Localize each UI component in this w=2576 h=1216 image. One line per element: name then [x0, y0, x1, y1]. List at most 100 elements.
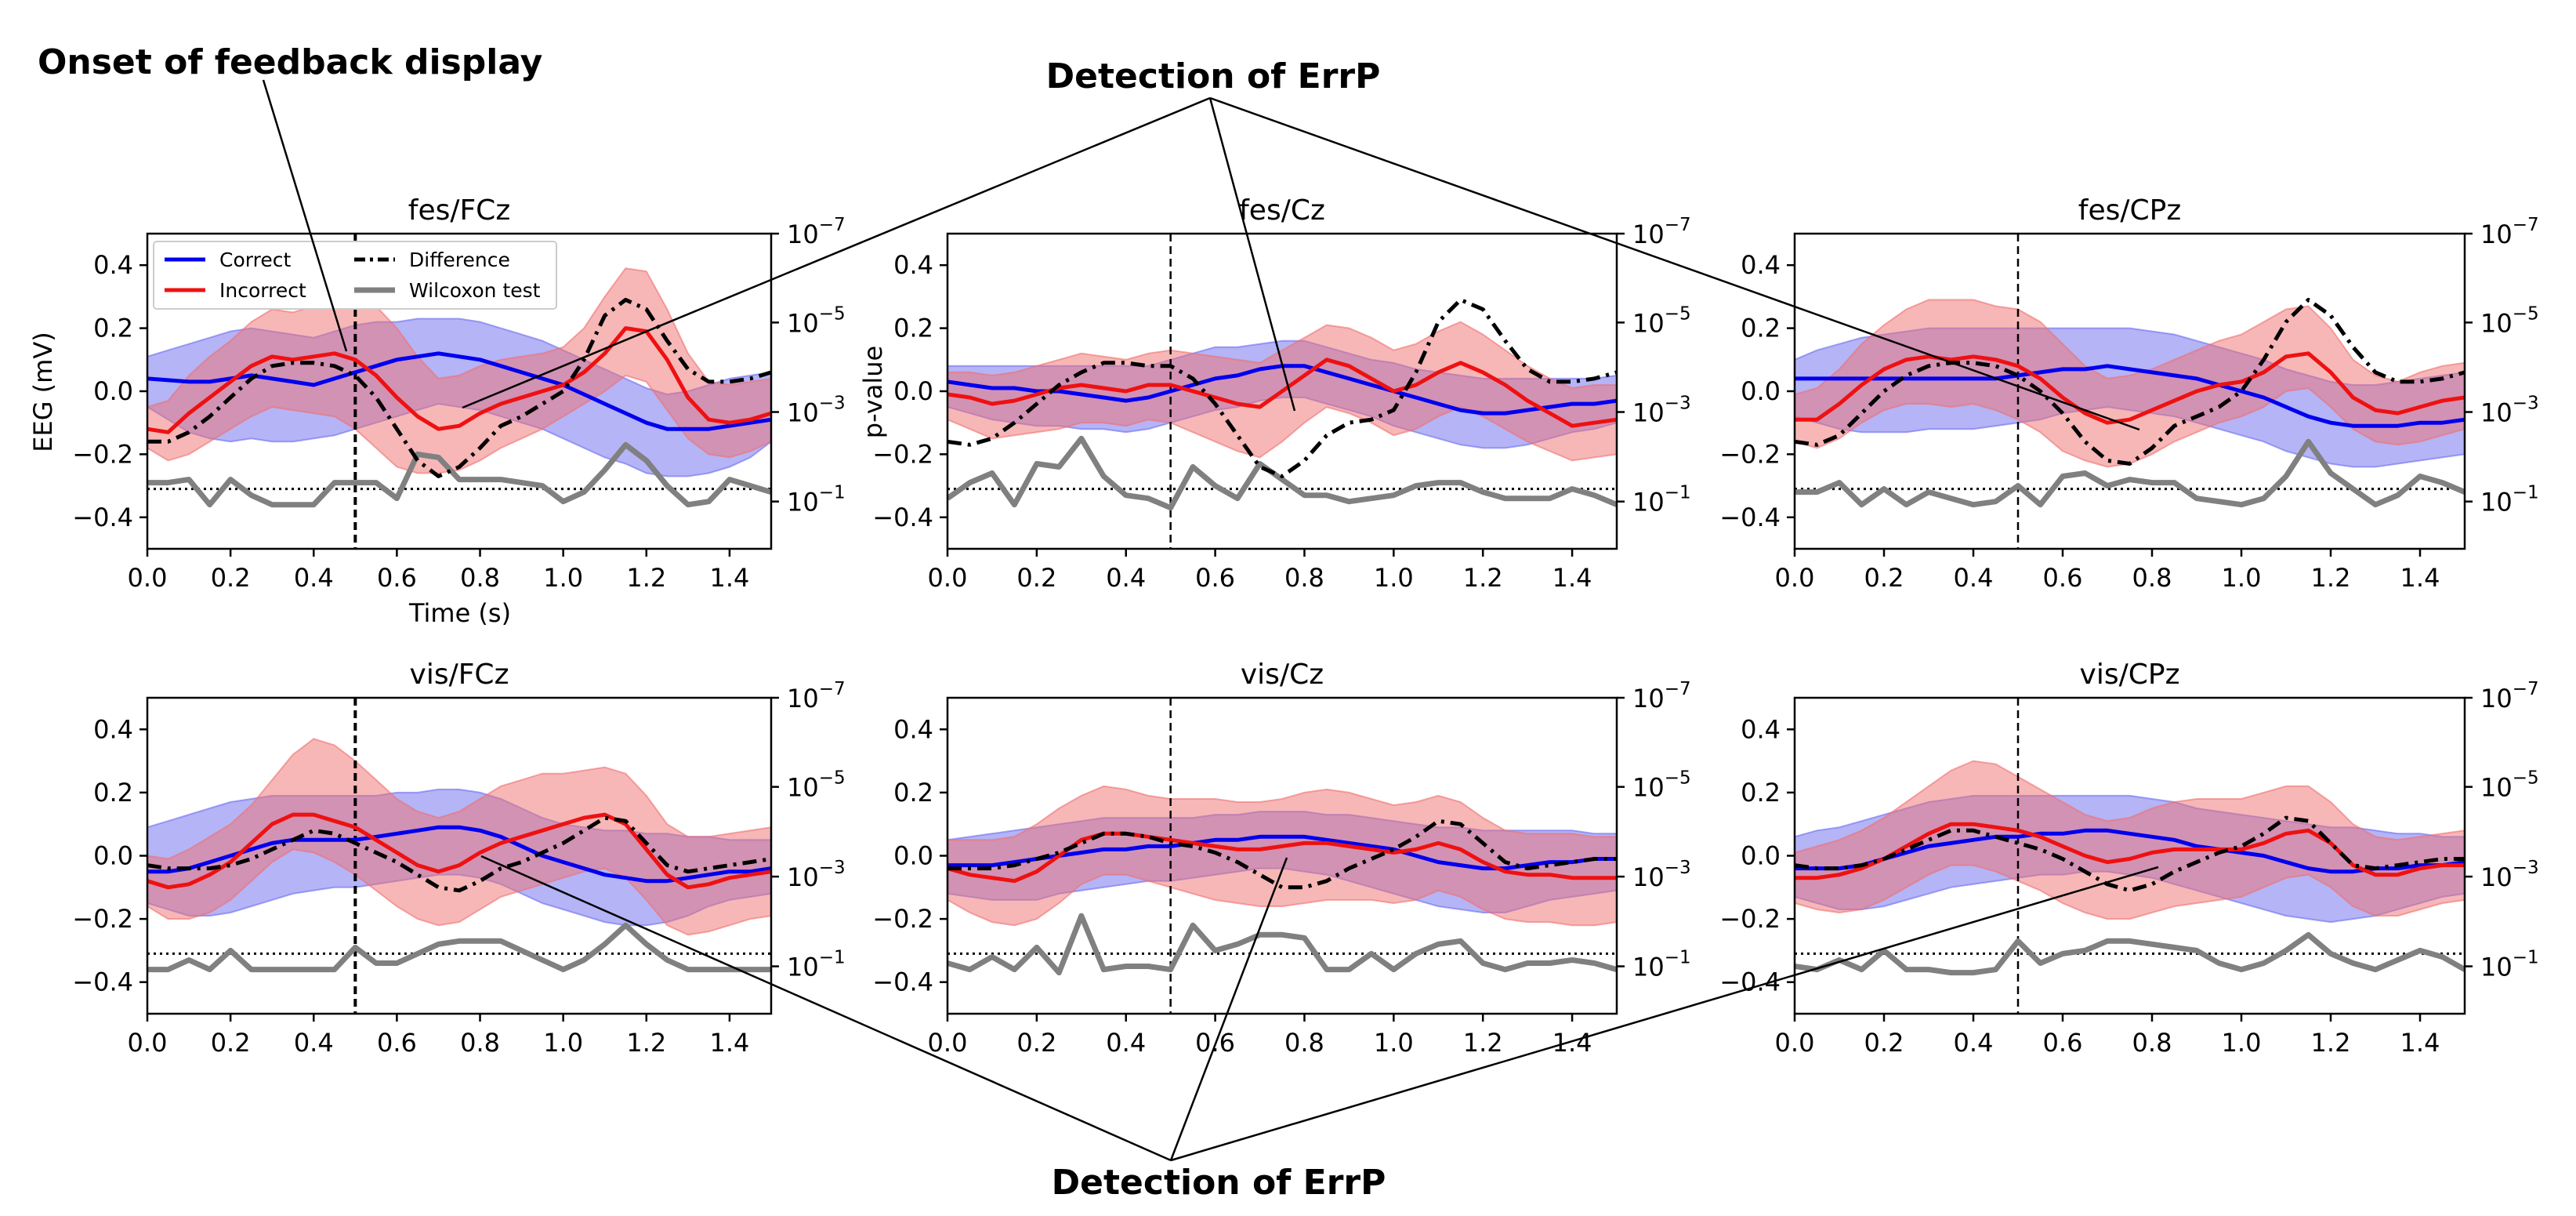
y-tick-label: 0.0	[893, 376, 933, 406]
y-tick-label: −0.4	[872, 503, 933, 532]
x-tick-label: 1.4	[1552, 1028, 1592, 1058]
y-tick-label: 0.4	[1741, 714, 1781, 744]
y-tick-label: −0.2	[1719, 904, 1781, 934]
panel-title: vis/FCz	[410, 659, 509, 691]
y-tick-label: −0.4	[72, 967, 133, 997]
annotation-errp-bottom: Detection of ErrP	[1052, 1163, 1386, 1203]
incorrect-band	[1795, 299, 2465, 468]
x-tick-label: 0.4	[294, 1028, 334, 1058]
x-tick-label: 0.0	[128, 563, 168, 593]
x-tick-label: 0.4	[1954, 563, 1994, 593]
incorrect-band	[1795, 760, 2465, 920]
p-tick-label: 10−3	[787, 858, 846, 892]
y-tick-label: 0.0	[893, 841, 933, 871]
incorrect-line	[1795, 351, 2465, 425]
x-tick-label: 1.4	[2400, 563, 2440, 593]
y-tick-label: 0.2	[93, 778, 133, 808]
x-tick-label: 0.4	[1106, 1028, 1146, 1058]
panel-title: fes/FCz	[408, 194, 510, 227]
incorrect-band	[947, 785, 1617, 927]
p-tick-label: 10−7	[2480, 215, 2539, 249]
y-tick-label: 0.2	[893, 778, 933, 808]
y-tick-label: −0.2	[872, 439, 933, 469]
y-tick-label: 0.2	[1741, 778, 1781, 808]
x-tick-label: 1.0	[1374, 563, 1414, 593]
x-tick-label: 1.0	[543, 563, 583, 593]
p-tick-label: 10−3	[2480, 858, 2539, 892]
x-tick-label: 1.2	[626, 563, 666, 593]
wilcoxon-line	[1795, 438, 2465, 508]
x-tick-label: 1.0	[1374, 1028, 1414, 1058]
x-tick-label: 0.4	[294, 563, 334, 593]
panel-title: vis/Cz	[1241, 659, 1324, 691]
p-tick-label: 10−5	[787, 768, 846, 803]
p-tick-label: 10−3	[1632, 858, 1691, 892]
x-tick-label: 0.8	[1284, 1028, 1324, 1058]
x-tick-label: 1.2	[1463, 1028, 1503, 1058]
y-axis-label-right: p-value	[858, 346, 888, 438]
x-tick-label: 0.6	[377, 563, 417, 593]
x-tick-label: 1.4	[1552, 563, 1592, 593]
y-tick-label: −0.4	[1719, 503, 1781, 532]
incorrect-line	[1795, 822, 2465, 880]
legend-box	[153, 241, 557, 310]
y-tick-label: −0.2	[1719, 439, 1781, 469]
x-tick-label: 1.2	[2311, 1028, 2351, 1058]
x-tick-label: 0.2	[1864, 563, 1904, 593]
y-tick-label: 0.0	[93, 376, 133, 406]
annotations: Onset of feedback display Detection of E…	[38, 42, 2159, 1203]
panel-title: fes/Cz	[1239, 194, 1325, 227]
y-tick-label: −0.2	[872, 904, 933, 934]
y-tick-label: 0.4	[893, 714, 933, 744]
difference-line	[947, 297, 1617, 478]
p-tick-label: 10−7	[1632, 679, 1691, 713]
p-tick-label: 10−7	[787, 215, 846, 249]
incorrect-band	[147, 738, 771, 936]
x-tick-label: 0.2	[211, 563, 251, 593]
p-tick-label: 10−1	[2480, 948, 2539, 982]
y-tick-label: 0.0	[1741, 376, 1781, 406]
panel-vis-cz: vis/Cz0.00.20.40.60.81.01.21.4−0.4−0.20.…	[872, 659, 1690, 1058]
p-tick-label: 10−5	[2480, 768, 2539, 803]
wilcoxon-line	[947, 913, 1617, 976]
errp-bottom-pointer-cz	[1169, 857, 1288, 1161]
x-tick-label: 1.0	[2222, 1028, 2262, 1058]
p-tick-label: 10−1	[787, 948, 846, 982]
correct-line	[147, 825, 771, 884]
y-tick-label: −0.2	[72, 904, 133, 934]
x-tick-label: 1.0	[543, 1028, 583, 1058]
legend-label-difference: Difference	[409, 249, 510, 271]
difference-line	[147, 297, 771, 478]
p-tick-label: 10−3	[1632, 394, 1691, 428]
x-tick-label: 1.4	[709, 1028, 749, 1058]
y-tick-label: −0.4	[872, 967, 933, 997]
x-tick-label: 0.8	[1284, 563, 1324, 593]
x-tick-label: 0.4	[1106, 563, 1146, 593]
x-tick-label: 0.6	[2043, 563, 2083, 593]
legend-label-correct: Correct	[219, 249, 291, 271]
legend-label-incorrect: Incorrect	[219, 279, 306, 302]
x-tick-label: 0.2	[1016, 1028, 1056, 1058]
x-tick-label: 0.6	[1195, 563, 1235, 593]
p-tick-label: 10−3	[2480, 394, 2539, 428]
panels-group: fes/FCz 0.0 0.2 0.4 0.6 0.8 1.0 1.2 1.4 −0.4 −0.2 0…	[72, 194, 2538, 1058]
correct-line	[1795, 364, 2465, 428]
wilcoxon-line	[947, 435, 1617, 511]
y-tick-label: −0.2	[72, 439, 133, 469]
x-tick-label: 0.2	[211, 1028, 251, 1058]
x-tick-label: 0.4	[1954, 1028, 1994, 1058]
x-tick-label: 1.2	[626, 1028, 666, 1058]
p-tick-label: 10−1	[2480, 483, 2539, 517]
errp-bottom-pointer-fcz	[480, 855, 1172, 1162]
panel-fes-cz: fes/Cz 0.0 0.2 0.4 0.6 0.8 1.0 1.2 1.4 −0.4 −0.2 0.…	[872, 194, 1690, 593]
difference-line	[1795, 297, 2465, 466]
correct-line	[147, 351, 771, 431]
x-tick-label: 0.8	[2132, 1028, 2172, 1058]
errp-top-pointer-cpz	[1209, 96, 2140, 431]
p-tick-label: 10−5	[2480, 303, 2539, 338]
difference-line	[947, 819, 1617, 890]
errp-top-pointer-cz	[1208, 97, 1296, 412]
wilcoxon-line	[147, 441, 771, 508]
legend-label-wilcoxon: Wilcoxon test	[409, 279, 541, 302]
x-tick-label: 1.2	[1463, 563, 1503, 593]
